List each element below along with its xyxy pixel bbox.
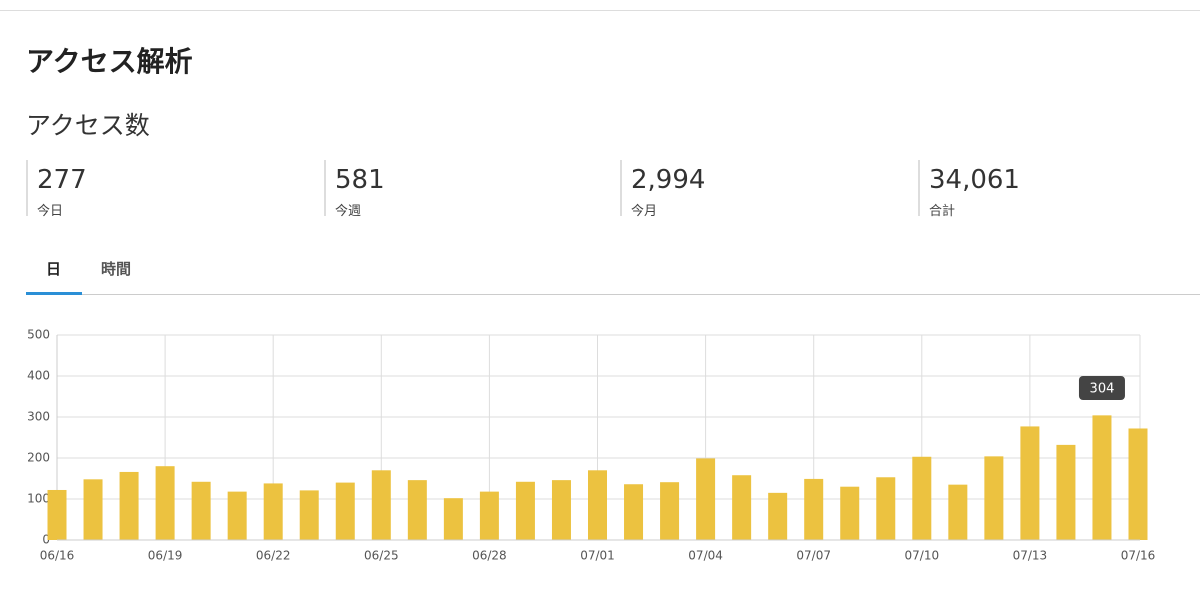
stat-value: 277 — [37, 165, 87, 195]
bar — [155, 466, 175, 540]
stat: 581 今週 — [324, 160, 385, 219]
bar — [1020, 426, 1040, 540]
stat-label: 今週 — [335, 204, 362, 219]
active-tab-indicator — [26, 292, 82, 295]
x-tick-label: 06/19 — [148, 549, 183, 563]
stat-label: 今日 — [37, 204, 64, 219]
y-tick-label: 300 — [27, 410, 50, 424]
stat-value: 2,994 — [631, 165, 706, 195]
bar — [1128, 428, 1148, 540]
bar — [876, 477, 896, 540]
bar — [804, 478, 824, 540]
y-tick-label: 400 — [27, 369, 50, 383]
y-tick-label: 200 — [27, 451, 50, 465]
bar — [912, 456, 932, 540]
tab-day[interactable]: 日 — [46, 260, 62, 278]
y-tick-label: 100 — [27, 492, 50, 506]
stat: 277 今日 — [26, 160, 87, 219]
bar — [696, 458, 716, 540]
bar — [443, 498, 463, 540]
bar — [299, 490, 319, 540]
bar — [984, 456, 1004, 540]
y-tick-label: 500 — [27, 328, 50, 342]
bar — [840, 486, 860, 540]
chart: 0 100 200 300 400 500 06/16 06/19 06/22 06/25 06/2… — [27, 328, 1156, 563]
x-tick-label: 07/01 — [580, 549, 615, 563]
bar — [624, 484, 644, 540]
bar — [227, 491, 247, 540]
x-tick-label: 06/28 — [472, 549, 507, 563]
bar — [119, 471, 139, 540]
stat-value: 34,061 — [929, 165, 1020, 195]
page-title: アクセス解析 — [26, 45, 193, 78]
x-tick-label: 06/25 — [364, 549, 399, 563]
stat-label: 合計 — [929, 204, 956, 219]
x-tick-label: 07/13 — [1013, 549, 1048, 563]
tab-hour[interactable]: 時間 — [101, 260, 132, 278]
stat-label: 今月 — [631, 204, 658, 219]
x-tick-label: 06/16 — [40, 549, 75, 563]
bar — [551, 480, 571, 540]
tooltip — [1078, 376, 1125, 400]
section-title: アクセス数 — [26, 111, 150, 140]
bar — [1056, 444, 1076, 540]
x-tick-label: 07/10 — [905, 549, 940, 563]
bar — [371, 470, 391, 540]
x-tick-label: 06/22 — [256, 549, 291, 563]
stat: 2,994 今月 — [620, 160, 706, 219]
stat: 34,061 合計 — [918, 160, 1020, 219]
bar — [191, 481, 211, 540]
bar — [47, 489, 67, 540]
top-border — [0, 10, 1200, 11]
bar — [660, 482, 680, 540]
y-tick-label: 0 — [42, 533, 50, 547]
bar — [335, 482, 355, 540]
x-tick-label: 07/07 — [796, 549, 831, 563]
bar — [1092, 415, 1112, 540]
bar — [948, 484, 968, 540]
bar — [732, 475, 752, 540]
x-tick-label: 07/16 — [1121, 549, 1156, 563]
bar — [588, 470, 607, 540]
bar — [83, 479, 103, 540]
bar — [263, 483, 283, 540]
bar — [407, 480, 427, 540]
stat-value: 581 — [335, 165, 385, 195]
bar — [515, 481, 535, 540]
bar — [479, 491, 499, 540]
bar — [768, 492, 788, 540]
tooltip-text: 304 — [1090, 382, 1115, 397]
tab-divider — [26, 294, 1200, 295]
x-tick-label: 07/04 — [688, 549, 723, 563]
